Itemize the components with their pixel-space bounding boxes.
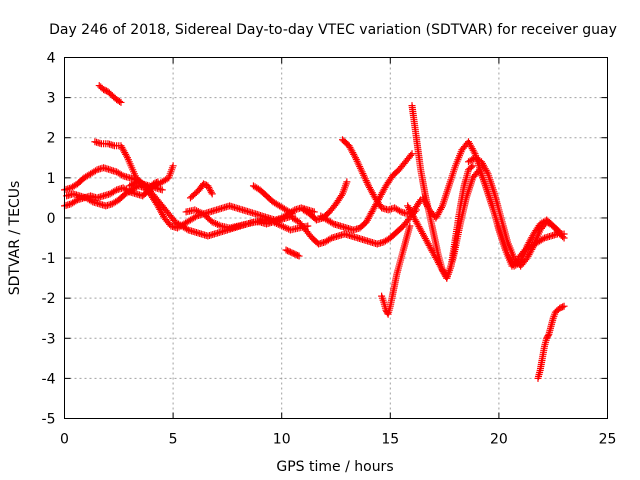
y-tick-labels: -5 -4 -3 -2 -1 0 1 2 3 4: [42, 51, 56, 428]
grid: [64, 57, 608, 419]
data-point: [287, 209, 295, 217]
data-point: [483, 168, 491, 176]
data-point: [326, 235, 334, 243]
data-point: [294, 251, 302, 259]
y-tick-label: -3: [42, 331, 56, 347]
data-point: [539, 235, 547, 243]
data-point: [337, 192, 345, 200]
y-tick-label: -1: [42, 251, 56, 267]
data-point: [207, 188, 215, 196]
data-point: [437, 204, 445, 212]
y-axis-label: SDTVAR / TECUs: [7, 181, 23, 296]
y-tick-label: 0: [47, 211, 56, 227]
x-tick-label: 5: [169, 432, 178, 448]
data-point: [469, 162, 477, 170]
data-point: [295, 252, 303, 260]
data-point: [72, 197, 80, 205]
data-point: [544, 332, 552, 340]
data-point: [116, 97, 124, 105]
data-point: [408, 150, 416, 158]
data-point: [559, 303, 567, 311]
data-point: [470, 148, 478, 156]
data-points: [61, 82, 568, 382]
data-point: [191, 213, 199, 221]
data-point: [328, 219, 336, 227]
x-tick-label: 20: [490, 432, 508, 448]
y-tick-label: 1: [47, 171, 56, 187]
data-point: [343, 178, 351, 186]
plot-frame: [64, 57, 608, 419]
chart-title: Day 246 of 2018, Sidereal Day-to-day VTE…: [49, 22, 617, 38]
data-point: [111, 187, 119, 195]
data-point: [467, 163, 475, 171]
data-point: [560, 234, 568, 242]
data-point: [183, 225, 191, 233]
y-tick-label: 4: [47, 51, 56, 67]
data-point: [118, 171, 126, 179]
data-point: [407, 151, 415, 159]
data-point: [154, 178, 162, 186]
x-tick-label: 15: [381, 432, 399, 448]
data-point: [559, 233, 567, 241]
x-tick-label: 0: [60, 432, 69, 448]
data-point: [396, 207, 404, 215]
y-tick-label: 2: [47, 131, 56, 147]
data-point: [123, 152, 131, 160]
data-point: [556, 228, 564, 236]
y-tick-label: -2: [42, 291, 56, 307]
data-point: [406, 222, 414, 230]
x-tick-label: 25: [599, 432, 617, 448]
data-point: [169, 162, 177, 170]
data-point: [117, 98, 125, 106]
data-point: [152, 179, 160, 187]
data-point: [560, 302, 568, 310]
data-point: [91, 167, 99, 175]
x-axis-label: GPS time / hours: [276, 459, 393, 475]
data-point: [554, 227, 562, 235]
x-tick-label: 10: [273, 432, 291, 448]
data-point: [529, 244, 537, 252]
data-point: [158, 186, 166, 194]
data-point: [208, 190, 216, 198]
y-tick-label: -4: [42, 371, 56, 387]
data-point: [87, 197, 95, 205]
x-tick-labels: 0 5 10 15 20 25: [60, 432, 616, 448]
y-tick-label: 3: [47, 91, 56, 107]
y-tick-label: -5: [42, 412, 56, 428]
